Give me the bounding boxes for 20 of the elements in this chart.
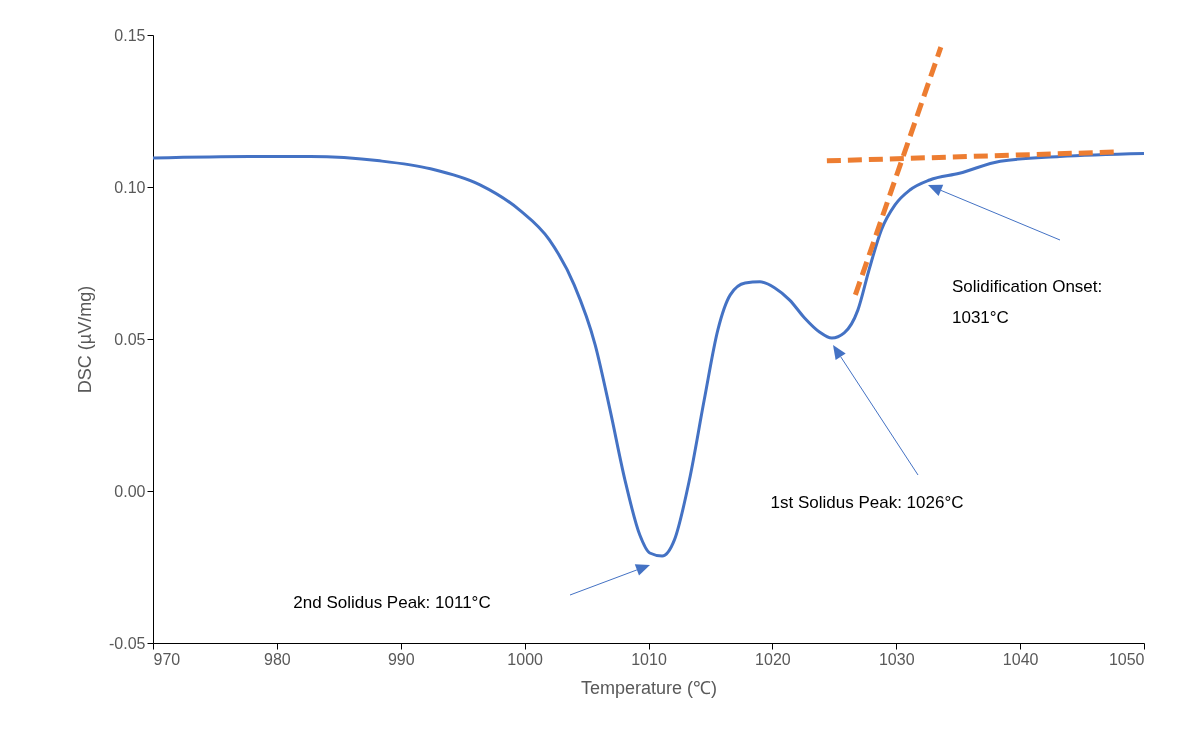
x-tick-label: 1050 [1108,650,1145,668]
x-tick-label: 970 [153,650,181,668]
annotation: 2nd Solidus Peak: 1011°C [293,593,491,612]
x-tick-label: 1020 [755,650,791,668]
x-tick-label: 990 [387,650,415,668]
annotation: Solidification Onset: 1031°C [952,277,1103,327]
y-tick-label: 0.10 [114,178,146,196]
y-tick-label: 0.05 [114,330,146,348]
y-axis-title: DSC (µV/mg) [75,285,96,394]
y-tick-label: -0.05 [109,634,146,652]
y-tick-label: 0.15 [114,26,146,44]
line-series [153,152,1144,558]
x-tick-label: 1010 [631,650,667,668]
x-axis-title: Temperature (℃) [580,677,718,698]
x-tick-label: 1000 [507,650,544,668]
y-tick-label: 0.00 [114,482,146,500]
x-tick-label: 1030 [878,650,915,668]
x-tick-label: 980 [264,650,291,668]
annotation: 1st Solidus Peak: 1026°C [770,493,964,512]
x-tick-label: 1040 [1002,650,1039,668]
